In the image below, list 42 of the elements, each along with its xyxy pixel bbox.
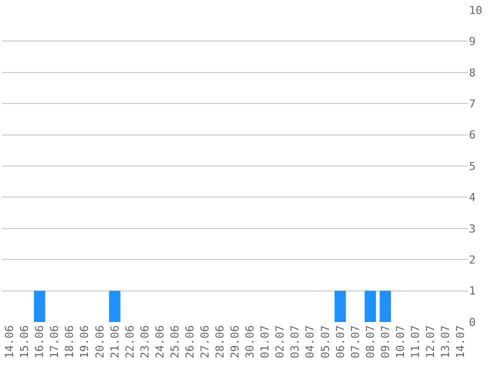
x-tick-label: 02.07 [274, 325, 287, 358]
x-tick-label: 24.06 [153, 325, 166, 358]
y-tick-label: 6 [469, 128, 476, 142]
x-tick-label: 09.07 [378, 325, 392, 358]
x-tick-label: 06.07 [334, 325, 347, 358]
x-tick-label: 16.06 [33, 325, 46, 358]
y-tick-label: 3 [469, 222, 476, 236]
x-tick-label: 22.06 [123, 325, 136, 358]
x-tick-label: 21.06 [108, 325, 122, 358]
x-tick-label: 28.06 [214, 325, 227, 358]
x-tick-label: 23.06 [138, 325, 152, 358]
x-tick-label: 19.06 [78, 325, 92, 358]
y-tick-label: 0 [469, 316, 476, 329]
x-tick-label: 27.06 [198, 325, 212, 358]
x-tick-label: 01.07 [258, 325, 272, 358]
y-tick-label: 2 [469, 253, 476, 266]
y-tick-label: 10 [469, 4, 482, 17]
y-tick-label: 4 [469, 191, 476, 204]
y-tick-label: 5 [469, 160, 476, 173]
x-tick-label: 18.06 [63, 325, 76, 358]
x-tick-label: 08.07 [364, 325, 377, 358]
y-tick-label: 8 [469, 66, 476, 80]
x-tick-label: 12.07 [424, 325, 437, 358]
x-tick-label: 10.07 [394, 325, 407, 358]
x-tick-label: 26.06 [183, 325, 196, 358]
x-tick-label: 20.06 [93, 325, 106, 358]
x-tick-label: 29.06 [228, 325, 242, 358]
x-tick-label: 04.07 [304, 325, 317, 358]
x-tick-label: 14.06 [3, 325, 16, 358]
x-tick-label: 07.07 [348, 325, 362, 358]
y-tick-label: 7 [469, 97, 476, 110]
x-tick-label: 13.07 [439, 325, 452, 358]
y-tick-label: 1 [469, 284, 476, 298]
x-tick-label: 30.06 [244, 325, 257, 358]
x-tick-label: 15.06 [18, 325, 32, 358]
y-tick-label: 9 [469, 35, 476, 48]
x-tick-label: 14.07 [454, 325, 468, 358]
x-tick-label: 25.06 [168, 325, 182, 358]
x-tick-label: 17.06 [48, 325, 62, 358]
x-tick-label: 03.07 [288, 325, 302, 358]
x-tick-label: 05.07 [318, 325, 332, 358]
x-tick-label: 11.07 [408, 325, 422, 358]
